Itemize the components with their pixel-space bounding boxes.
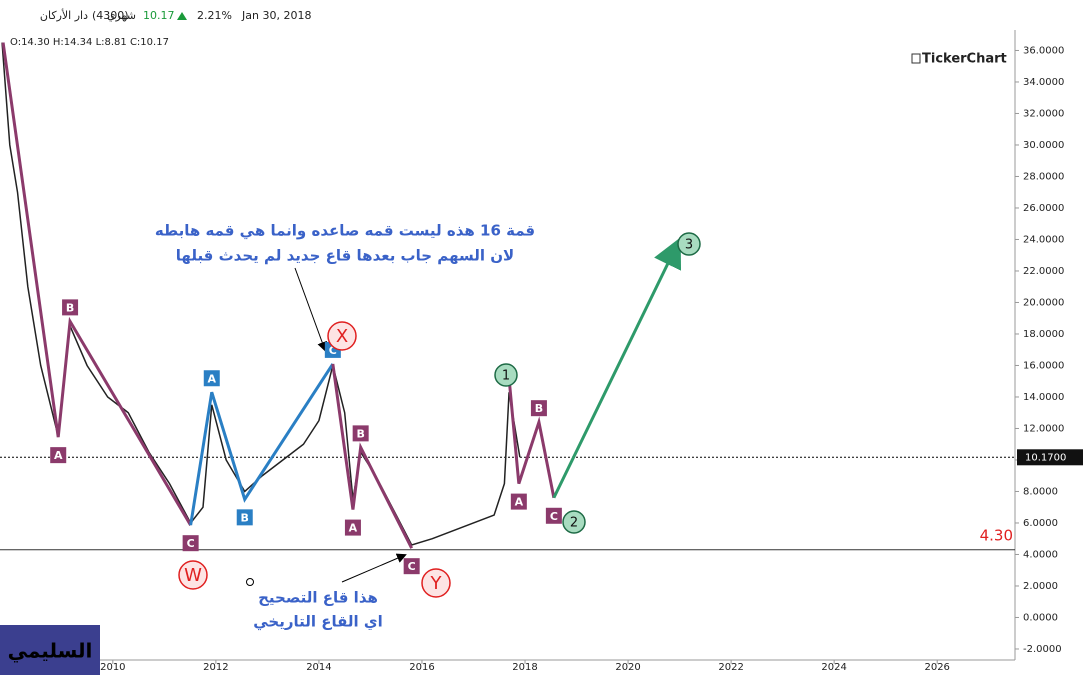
wave-label: C: [408, 560, 416, 573]
y-tick-label: 12.0000: [1023, 423, 1064, 434]
y-tick-label: 24.0000: [1023, 234, 1064, 245]
note-arrow: [294, 267, 327, 352]
wave-label-box: [352, 425, 369, 442]
x-tick-label: 2022: [718, 662, 743, 673]
y-tick-label: 0.0000: [1023, 612, 1058, 623]
wave-label-box: [182, 535, 199, 552]
y-tick-label: 28.0000: [1023, 171, 1064, 182]
last-price-tag: [1017, 449, 1083, 466]
period: شهري: [107, 9, 136, 22]
wave-label-box: [545, 507, 562, 524]
x-tick-label: 2024: [821, 662, 846, 673]
logo-icon: [911, 53, 921, 64]
support-label: 4.30: [980, 526, 1013, 544]
date: Jan 30, 2018: [241, 9, 311, 22]
last-price-label: 10.1700: [1025, 452, 1066, 463]
y-tick-label: 26.0000: [1023, 203, 1064, 214]
wave-circle-label: 3: [685, 238, 693, 253]
price-line: [1, 42, 521, 546]
wave-label: C: [329, 344, 337, 357]
wave-circle-label: Y: [430, 573, 443, 594]
y-tick-label: 8.0000: [1023, 486, 1058, 497]
wave-circle-label: 1: [502, 369, 510, 384]
x-tick-label: 2012: [203, 662, 228, 673]
y-tick-label: 2.0000: [1023, 581, 1058, 592]
wave-label-box: [344, 519, 361, 536]
wave-label-box: [403, 558, 420, 575]
up-icon: [177, 12, 187, 20]
note-line: هذا قاع التصحيح: [258, 589, 378, 607]
wave-label: B: [535, 402, 543, 415]
x-tick-label: 2018: [512, 662, 537, 673]
y-tick-label: 36.0000: [1023, 45, 1064, 56]
x-tick-label: 2026: [924, 662, 949, 673]
wave-circle: [327, 321, 357, 351]
wave-label: A: [515, 496, 524, 509]
wave-label: C: [187, 537, 195, 550]
wave-circle-label: X: [336, 326, 348, 347]
wave-line: [507, 377, 556, 499]
wave-circle: [494, 363, 518, 387]
wave-label-box: [530, 400, 547, 417]
note-arrow: [341, 553, 407, 583]
stock-code: (4300): [92, 9, 129, 22]
ohlc: O:14.30 H:14.34 L:8.81 C:10.17: [10, 37, 169, 48]
wave-line: [189, 363, 335, 526]
wave-label: A: [349, 522, 358, 535]
y-tick-label: 32.0000: [1023, 108, 1064, 119]
x-tick-label: 2010: [100, 662, 125, 673]
logo: TickerChart: [922, 52, 1007, 67]
wave-label: B: [356, 427, 364, 440]
note-line: اي القاع التاريخي: [253, 613, 383, 632]
note-line: قمة 16 هذه ليست قمه صاعده وانما هي قمه ه…: [155, 222, 535, 240]
y-tick-label: 14.0000: [1023, 392, 1064, 403]
y-tick-label: 20.0000: [1023, 297, 1064, 308]
y-tick-label: 34.0000: [1023, 77, 1064, 88]
x-tick-label: 2016: [409, 662, 434, 673]
author: السليمي: [8, 639, 93, 664]
last-price: 10.17: [143, 9, 175, 22]
y-tick-label: 30.0000: [1023, 140, 1064, 151]
wave-circle: [178, 560, 208, 590]
wave-label: A: [208, 372, 217, 385]
author-box: [0, 625, 100, 675]
wave-circle: [421, 568, 451, 598]
wave-circle-label: W: [184, 565, 202, 586]
wave-circle-label: 2: [570, 516, 578, 531]
change: 2.21%: [197, 9, 232, 22]
wave-label-box: [510, 493, 527, 510]
wave-label-box: [50, 447, 67, 464]
marker-dot: [246, 578, 254, 586]
y-tick-label: -2.0000: [1023, 644, 1062, 655]
wave-line: [1, 42, 192, 526]
wave-label: A: [54, 449, 63, 462]
wave-circle: [562, 510, 586, 534]
wave-label: C: [550, 510, 558, 523]
note-line: لان السهم جاب بعدها قاع جديد لم يحدث قبل…: [176, 247, 514, 265]
stock-name: دار الأركان: [40, 8, 88, 22]
wave-line: [331, 363, 414, 549]
wave-label-box: [236, 509, 253, 526]
x-tick-label: 2014: [306, 662, 331, 673]
y-tick-label: 16.0000: [1023, 360, 1064, 371]
wave-label-box: [203, 370, 220, 387]
wave-label: B: [66, 301, 74, 314]
wave-circle: [677, 232, 701, 256]
wave-line: [552, 237, 682, 499]
y-tick-label: 6.0000: [1023, 518, 1058, 529]
y-tick-label: 22.0000: [1023, 266, 1064, 277]
wave-label-box: [62, 299, 79, 316]
wave-label: B: [241, 511, 249, 524]
x-tick-label: 2020: [615, 662, 640, 673]
y-tick-label: 4.0000: [1023, 549, 1058, 560]
y-tick-label: 18.0000: [1023, 329, 1064, 340]
